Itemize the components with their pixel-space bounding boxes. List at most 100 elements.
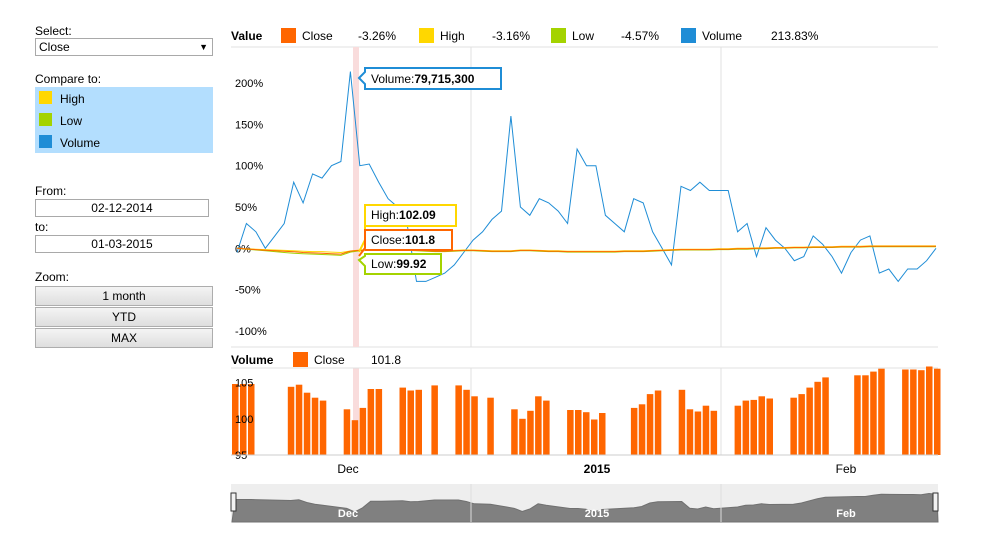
x-label-2015: 2015 [584,462,611,476]
volume-y-tick-label: 105 [235,378,253,390]
close-bar [487,397,494,455]
y-tick-label: 50% [235,202,257,214]
x-label-dec: Dec [337,462,358,476]
close-bar [407,390,414,455]
crosshair-band-volume [353,368,359,455]
close-bar [822,377,829,455]
compare-item-low[interactable]: Low [39,109,82,131]
close-bar [710,410,718,455]
main-legend: Value Close -3.26% High -3.16% Low -4.57… [231,28,819,43]
close-bar [750,399,757,455]
series-select[interactable]: Close ▼ [35,38,213,56]
close-bar [367,389,375,455]
volume-tooltip-text: Volume:79,715,300 [371,72,475,86]
legend-close-change: -3.26% [358,29,396,43]
low-tooltip-text: Low:99.92 [371,257,427,271]
close-bar [902,369,909,455]
close-bar [638,404,646,456]
chevron-down-icon: ▼ [199,42,208,52]
close-bar [910,369,917,455]
navigator-label-2015: 2015 [585,508,609,520]
series-select-value: Close [39,40,70,54]
y-tick-label: 200% [235,78,263,90]
volume-legend-name: Close [314,353,345,367]
navigator-area [231,492,939,523]
close-bar [375,389,383,455]
zoom-1-month-button[interactable]: 1 month [35,286,213,306]
navigator-right-handle[interactable] [932,492,939,512]
close-bar [399,387,406,455]
close-bar [742,400,750,455]
to-date-input[interactable]: 01-03-2015 [35,235,209,253]
high-swatch-icon [39,91,52,105]
close-bar [694,411,702,455]
close-tooltip: Close:101.8 [358,229,453,257]
close-bar [734,405,742,455]
volume-legend-icon [681,28,696,43]
navigator-left-handle[interactable] [230,492,237,512]
close-legend-icon [281,28,296,43]
volume-legend-title: Volume [231,353,274,367]
from-date-input[interactable]: 02-12-2014 [35,199,209,217]
from-label: From: [35,184,67,198]
close-bar [654,390,662,455]
close-bar [303,392,311,455]
legend-volume-change: 213.83% [771,29,819,43]
navigator-label-feb: Feb [836,508,856,520]
y-tick-label: -100% [235,326,267,338]
volume-legend-value: 101.8 [371,353,401,367]
close-bar [359,407,367,455]
close-bar [311,397,319,455]
close-bar [287,386,295,455]
legend-volume-name: Volume [702,29,742,43]
volume-series-line [236,71,937,283]
close-bar [870,371,877,455]
compare-item-high[interactable]: High [39,87,85,109]
main-y-axis: 200%150%100%50%0%-50%-100% [235,78,267,338]
legend-title: Value [231,29,263,43]
close-bar [766,398,773,455]
close-bar [431,385,438,455]
legend-high-change: -3.16% [492,29,530,43]
high-legend-icon [419,28,434,43]
close-bar [527,410,534,455]
low-tooltip: Low:99.92 [357,253,442,275]
crosshair-band [353,47,359,347]
legend-low-change: -4.57% [621,29,659,43]
close-bar [686,409,694,455]
close-bar [758,396,765,455]
close-bar [646,394,654,455]
compare-item-volume[interactable]: Volume [39,131,100,153]
high-tooltip-text: High:102.09 [371,208,436,222]
legend-close-name: Close [302,29,333,43]
close-bar [232,384,239,455]
zoom-max-button[interactable]: MAX [35,328,213,348]
compare-list: High Low Volume [35,87,213,153]
to-label: to: [35,220,49,234]
compare-item-label: Low [60,113,83,128]
low-legend-icon [551,28,566,43]
close-bar [463,389,470,456]
zoom-ytd-button[interactable]: YTD [35,307,213,327]
close-bar [567,410,574,455]
close-series-line [236,245,936,255]
x-label-feb: Feb [836,462,857,476]
close-bar [678,389,686,456]
close-bar [415,389,422,456]
close-bar [862,375,869,456]
close-bars [232,366,941,456]
compare-item-label: High [60,91,85,106]
navigator[interactable]: Dec 2015 Feb [230,484,939,523]
close-bar [519,418,526,456]
legend-high-name: High [440,29,465,43]
close-bars-legend-icon [293,352,308,367]
close-bar [599,413,606,455]
close-bar [806,387,813,455]
close-bar [934,368,941,455]
close-bar [511,409,518,455]
close-bar [575,410,582,455]
volume-y-tick-label: 95 [235,450,247,462]
navigator-label-dec: Dec [338,508,358,520]
close-bar [343,409,351,455]
